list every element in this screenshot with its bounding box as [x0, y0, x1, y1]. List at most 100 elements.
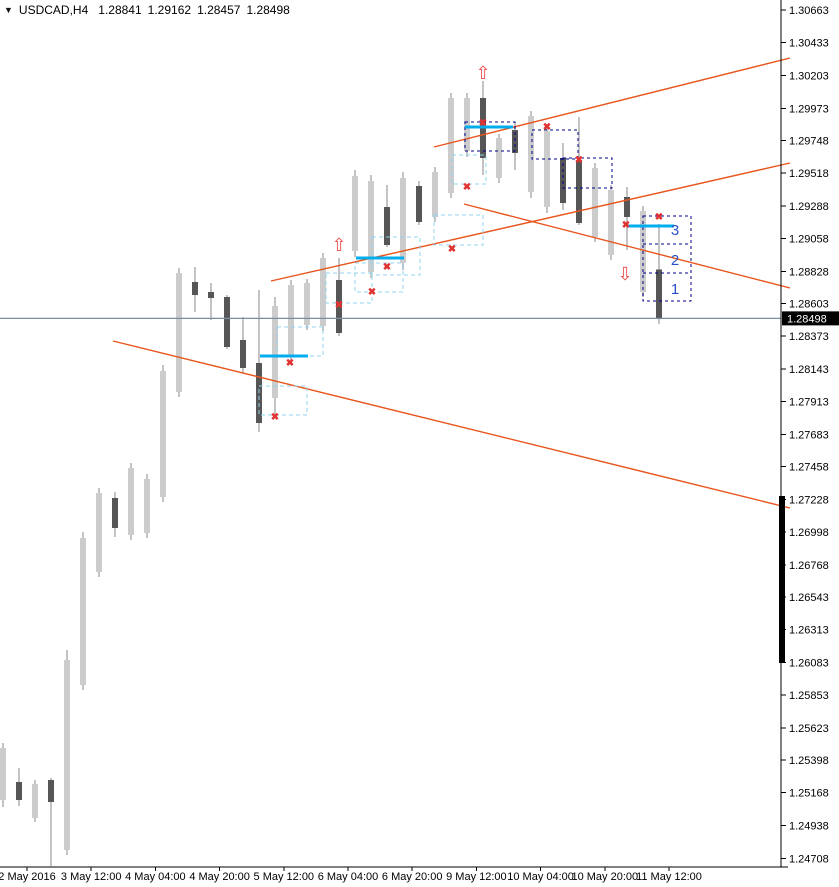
candlestick — [400, 178, 406, 263]
price-axis-label: 1.28373 — [789, 331, 829, 343]
price-axis-label: 1.30203 — [789, 70, 829, 82]
x-mark[interactable]: ✖ — [368, 287, 376, 298]
candlestick — [48, 780, 54, 802]
candlestick — [448, 98, 454, 194]
time-axis-label: 11 May 12:00 — [636, 871, 702, 883]
pattern-box-navy[interactable] — [562, 157, 613, 189]
trendline[interactable] — [270, 162, 791, 282]
time-axis-label: 9 May 12:00 — [446, 871, 507, 883]
down-arrow-icon[interactable]: ⇩ — [617, 264, 632, 284]
up-arrow-icon[interactable]: ⇧ — [331, 235, 346, 255]
pattern-box-light[interactable] — [433, 214, 484, 246]
price-axis-label: 1.28143 — [789, 364, 829, 376]
symbol-dropdown-icon[interactable]: ▼ — [4, 5, 13, 15]
candlestick — [32, 784, 38, 818]
pattern-box-navy[interactable] — [531, 129, 579, 160]
time-axis-label: 4 May 04:00 — [125, 871, 186, 883]
pattern-box-navy[interactable] — [464, 121, 516, 152]
time-axis-label: 6 May 20:00 — [382, 871, 443, 883]
price-axis-label: 1.27458 — [789, 462, 829, 474]
zone-number-label: 1 — [671, 281, 679, 298]
price-axis-label: 1.26768 — [789, 560, 829, 572]
candlestick — [624, 197, 630, 217]
candlestick — [592, 167, 598, 238]
price-axis-label: 1.30663 — [789, 5, 829, 17]
price-axis-label: 1.25623 — [789, 723, 829, 735]
candlestick — [80, 538, 86, 686]
candlestick — [528, 115, 534, 193]
x-mark[interactable]: ✖ — [448, 244, 456, 255]
pattern-box-light[interactable] — [276, 326, 324, 357]
candlestick — [16, 782, 22, 800]
x-mark[interactable]: ✖ — [543, 122, 551, 133]
price-axis-label: 1.25398 — [789, 755, 829, 767]
pattern-box-navy[interactable] — [642, 215, 692, 302]
time-axis-label: 6 May 04:00 — [318, 871, 379, 883]
time-axis-label: 3 May 12:00 — [61, 871, 122, 883]
ohlc-high-value: 1.29162 — [147, 3, 192, 17]
zone-number-label: 3 — [671, 222, 679, 239]
candlestick — [416, 186, 422, 222]
x-mark[interactable]: ✖ — [271, 412, 279, 423]
price-axis-label: 1.29748 — [789, 135, 829, 147]
candlestick — [144, 479, 150, 534]
price-axis-label: 1.25853 — [789, 690, 829, 702]
symbol-timeframe-label: USDCAD,H4 — [18, 3, 89, 17]
time-axis-label: 4 May 20:00 — [189, 871, 250, 883]
x-mark[interactable]: ✖ — [463, 182, 471, 193]
ohlc-open-value: 1.28841 — [98, 3, 142, 17]
candlestick — [192, 281, 198, 296]
candlestick-wick — [210, 283, 212, 320]
price-axis-label: 1.29518 — [789, 168, 829, 180]
candlestick — [64, 659, 70, 850]
candlestick — [656, 269, 662, 319]
pattern-box-light[interactable] — [258, 385, 308, 416]
x-mark[interactable]: ✖ — [575, 155, 583, 166]
ohlc-low-value: 1.28457 — [197, 3, 241, 17]
price-axis-label: 1.29288 — [789, 201, 829, 213]
candlestick — [256, 362, 262, 424]
ohlc-close-value: 1.28498 — [246, 3, 290, 17]
price-axis-label: 1.29058 — [789, 234, 829, 246]
price-axis-label: 1.27228 — [789, 494, 829, 506]
x-mark[interactable]: ✖ — [622, 220, 630, 231]
candlestick — [96, 493, 102, 573]
x-mark[interactable]: ✖ — [383, 262, 391, 273]
candlestick — [304, 283, 310, 326]
x-mark[interactable]: ✖ — [335, 300, 343, 311]
candlestick — [368, 181, 374, 272]
trendline[interactable] — [112, 340, 791, 509]
candlestick — [544, 130, 550, 207]
current-price-box — [782, 311, 839, 326]
candlestick — [432, 171, 438, 217]
candlestick — [272, 305, 278, 399]
trendline[interactable] — [433, 57, 791, 148]
pattern-box-light[interactable] — [325, 272, 373, 304]
price-axis-label: 1.26313 — [789, 625, 829, 637]
candlestick — [112, 498, 118, 529]
x-mark[interactable]: ✖ — [479, 118, 487, 129]
trendline[interactable] — [463, 203, 791, 289]
axis-range-marker — [779, 496, 785, 663]
price-axis-label: 1.27683 — [789, 429, 829, 441]
candlestick-wick — [50, 778, 52, 866]
candlestick — [320, 257, 326, 327]
time-axis-label: 2 May 2016 — [0, 871, 56, 883]
price-axis-label: 1.28828 — [789, 266, 829, 278]
pattern-box-light[interactable] — [371, 236, 421, 276]
up-arrow-icon[interactable]: ⇧ — [475, 63, 490, 83]
candlestick — [608, 190, 614, 255]
x-mark[interactable]: ✖ — [286, 358, 294, 369]
candlestick-wick — [258, 290, 260, 433]
price-axis-label: 1.26543 — [789, 592, 829, 604]
x-mark[interactable]: ✖ — [655, 212, 663, 223]
time-axis-label: 10 May 20:00 — [571, 871, 638, 883]
price-axis-label: 1.26083 — [789, 657, 829, 669]
pattern-box-light[interactable] — [451, 154, 487, 185]
candlestick — [384, 206, 390, 246]
candlestick — [224, 297, 230, 348]
pattern-box-light[interactable] — [354, 262, 404, 293]
zone-number-label: 2 — [671, 252, 679, 269]
